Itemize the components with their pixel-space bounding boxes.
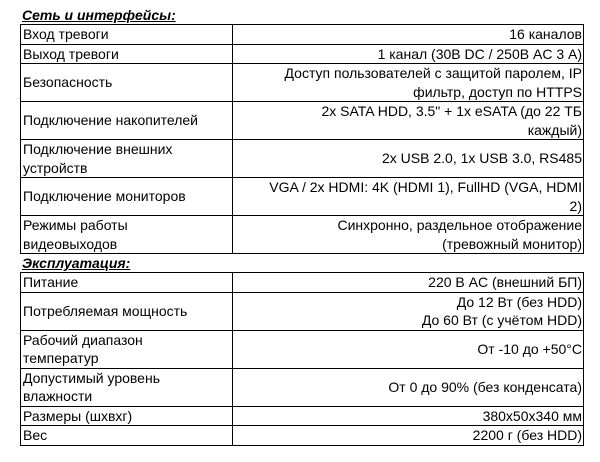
spec-label: Размеры (шxвxг) [20, 405, 233, 426]
spec-value: 1 канал (30В DC / 250В AC 3 А) [232, 43, 584, 64]
spec-value: 220 В AC (внешний БП) [232, 272, 584, 293]
spec-value: Доступ пользователей с защитой паролем, … [232, 63, 584, 102]
spec-value: 2x USB 2.0, 1x USB 3.0, RS485 [232, 139, 584, 178]
spec-value: 2200 г (без HDD) [232, 425, 584, 446]
spec-label: Безопасность [20, 63, 233, 102]
table-row: Выход тревоги 1 канал (30В DC / 250В AC 3… [20, 43, 584, 64]
spec-value: От -10 до +50°C [232, 329, 584, 369]
spec-label: Подключение внешних устройств [20, 139, 233, 178]
spec-document: Сеть и интерфейсы: Вход тревоги 16 канало… [20, 6, 584, 446]
spec-value: 16 каналов [232, 24, 584, 45]
spec-label: Вес [20, 425, 233, 446]
table-row: Безопасность Доступ пользователей с защит… [20, 63, 584, 102]
table-row: Вход тревоги 16 каналов [20, 24, 584, 45]
spec-label: Потребляемая мощность [20, 291, 233, 331]
table-row: Потребляемая мощность До 12 Вт (без HDD) … [20, 291, 584, 331]
spec-label: Выход тревоги [20, 43, 233, 64]
table-row: Подключение накопителей 2x SATA HDD, 3.5"… [20, 101, 584, 140]
spec-label: Питание [20, 272, 233, 293]
spec-table-network: Вход тревоги 16 каналов Выход тревоги 1 ка… [20, 24, 584, 254]
table-row: Подключение мониторов VGA / 2x HDMI: 4K (… [20, 177, 584, 216]
table-row: Питание 220 В AC (внешний БП) [20, 272, 584, 293]
table-row: Режимы работы видеовыходов Синхронно, раз… [20, 215, 584, 254]
spec-value: От 0 до 90% (без конденсата) [232, 367, 584, 407]
table-row: Подключение внешних устройств 2x USB 2.0,… [20, 139, 584, 178]
table-row: Допустимый уровень влажности От 0 до 90% … [20, 367, 584, 407]
spec-value: 380x50x340 мм [232, 405, 584, 426]
spec-label: Допустимый уровень влажности [20, 367, 233, 407]
table-row: Вес 2200 г (без HDD) [20, 425, 584, 446]
spec-label: Режимы работы видеовыходов [20, 215, 233, 254]
spec-label: Подключение мониторов [20, 177, 233, 216]
section-title-network: Сеть и интерфейсы: [22, 7, 176, 23]
spec-table-operation: Питание 220 В AC (внешний БП) Потребляема… [20, 272, 584, 446]
spec-value: Синхронно, раздельное отображение (трево… [232, 215, 584, 254]
section-title-operation: Эксплуатация: [22, 255, 131, 271]
spec-label: Подключение накопителей [20, 101, 233, 140]
table-row: Рабочий диапазон температур От -10 до +50… [20, 329, 584, 369]
spec-value: 2x SATA HDD, 3.5" + 1x eSATA (до 22 ТБ к… [232, 101, 584, 140]
spec-label: Рабочий диапазон температур [20, 329, 233, 369]
table-row: Размеры (шxвxг) 380x50x340 мм [20, 405, 584, 426]
spec-value: До 12 Вт (без HDD) До 60 Вт (с учётом HD… [232, 291, 584, 331]
spec-value: VGA / 2x HDMI: 4K (HDMI 1), FullHD (VGA,… [232, 177, 584, 216]
spec-label: Вход тревоги [20, 24, 233, 45]
